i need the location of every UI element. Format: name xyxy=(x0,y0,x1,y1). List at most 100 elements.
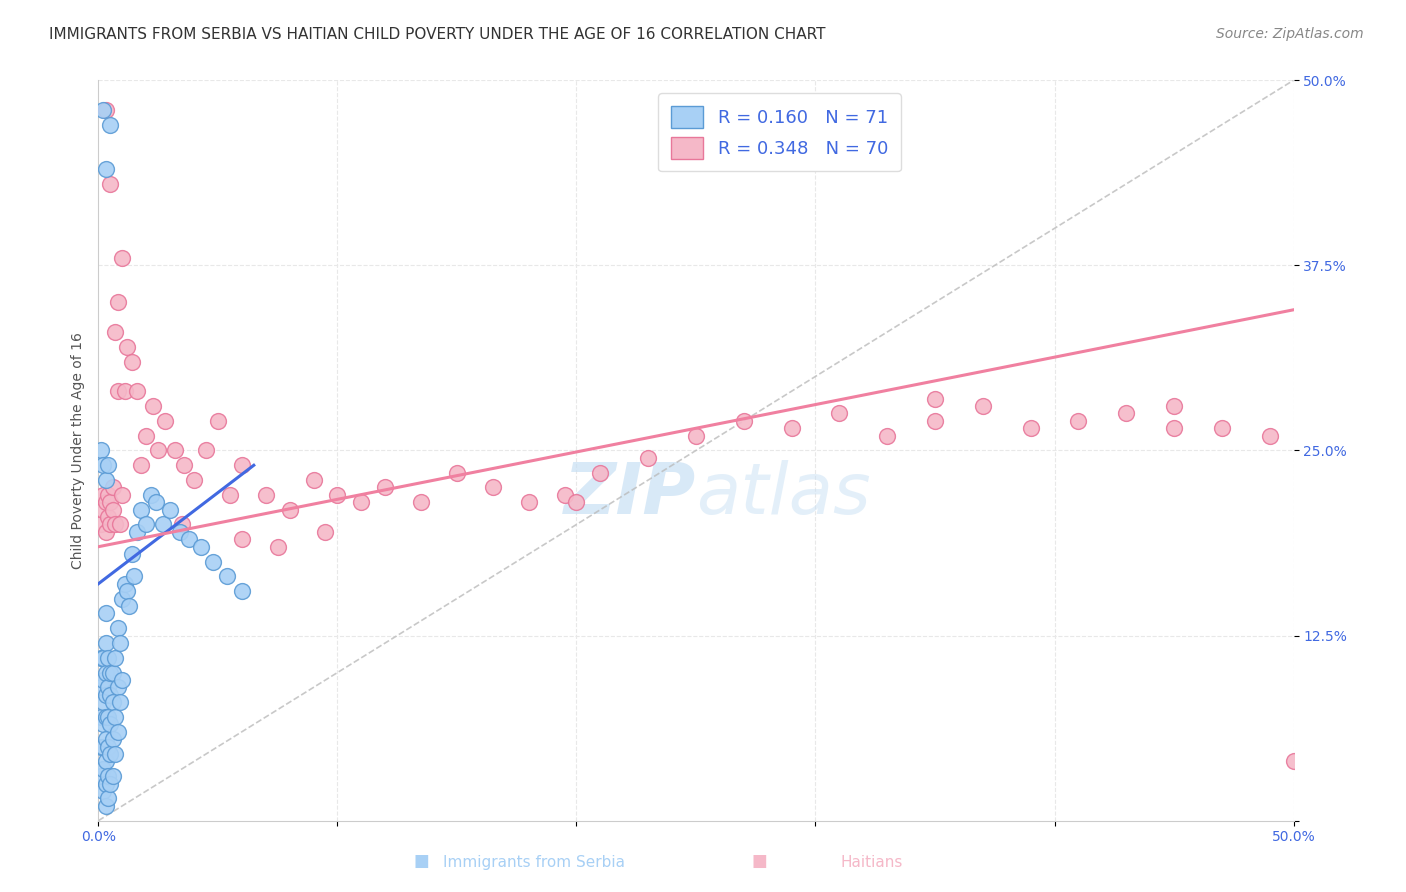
Point xyxy=(107,384,129,399)
Point xyxy=(231,458,253,473)
Point xyxy=(94,524,117,539)
Point xyxy=(1258,428,1281,442)
Point xyxy=(94,495,117,509)
Point xyxy=(94,665,117,680)
Point xyxy=(1211,421,1233,435)
Point xyxy=(91,650,114,665)
Point xyxy=(115,584,138,599)
Point xyxy=(131,502,153,516)
Point xyxy=(159,502,181,516)
Point xyxy=(91,673,114,687)
Point xyxy=(91,695,114,709)
Point xyxy=(924,392,946,406)
Point xyxy=(97,769,120,783)
Point xyxy=(98,665,122,680)
Point xyxy=(98,177,122,191)
Point xyxy=(101,502,124,516)
Point xyxy=(98,717,122,731)
Point xyxy=(1163,399,1185,413)
Point xyxy=(219,488,242,502)
Point xyxy=(107,724,129,739)
Point xyxy=(94,732,117,747)
Point xyxy=(121,354,143,368)
Point xyxy=(94,776,117,791)
Point xyxy=(517,495,540,509)
Point xyxy=(98,688,122,702)
Point xyxy=(91,739,114,754)
Point xyxy=(107,681,129,695)
Point xyxy=(97,710,120,724)
Point xyxy=(98,495,122,509)
Point xyxy=(90,710,112,724)
Point xyxy=(91,458,114,473)
Point xyxy=(91,103,114,117)
Point xyxy=(97,458,120,473)
Point xyxy=(90,769,112,783)
Point xyxy=(190,540,212,554)
Point xyxy=(828,407,851,421)
Y-axis label: Child Poverty Under the Age of 16: Child Poverty Under the Age of 16 xyxy=(70,332,84,569)
Point xyxy=(91,762,114,776)
Point xyxy=(446,466,468,480)
Point xyxy=(111,673,134,687)
Point xyxy=(97,681,120,695)
Point xyxy=(637,450,659,465)
Point xyxy=(121,547,143,561)
Point xyxy=(94,103,117,117)
Point xyxy=(104,747,127,761)
Point xyxy=(183,473,205,487)
Text: Source: ZipAtlas.com: Source: ZipAtlas.com xyxy=(1216,27,1364,41)
Point xyxy=(148,443,170,458)
Point xyxy=(589,466,612,480)
Point xyxy=(94,798,117,813)
Point xyxy=(90,681,112,695)
Point xyxy=(554,488,576,502)
Text: ZIP: ZIP xyxy=(564,460,696,529)
Point xyxy=(91,488,114,502)
Point xyxy=(111,251,134,265)
Point xyxy=(152,517,174,532)
Point xyxy=(876,428,898,442)
Point xyxy=(685,428,707,442)
Point xyxy=(98,118,122,132)
Point xyxy=(254,488,277,502)
Point xyxy=(111,591,134,606)
Point xyxy=(91,502,114,516)
Point xyxy=(350,495,373,509)
Point xyxy=(108,636,131,650)
Text: IMMIGRANTS FROM SERBIA VS HAITIAN CHILD POVERTY UNDER THE AGE OF 16 CORRELATION : IMMIGRANTS FROM SERBIA VS HAITIAN CHILD … xyxy=(49,27,825,42)
Point xyxy=(1163,421,1185,435)
Point xyxy=(565,495,588,509)
Point xyxy=(217,569,239,583)
Point xyxy=(98,517,122,532)
Point xyxy=(780,421,803,435)
Point xyxy=(145,495,167,509)
Point xyxy=(1019,421,1042,435)
Point xyxy=(315,524,337,539)
Point xyxy=(172,517,194,532)
Point xyxy=(108,517,131,532)
Point xyxy=(231,584,253,599)
Point xyxy=(91,717,114,731)
Point xyxy=(481,480,505,494)
Point xyxy=(98,776,122,791)
Point xyxy=(90,517,112,532)
Point xyxy=(104,710,127,724)
Point xyxy=(114,384,136,399)
Point xyxy=(125,524,148,539)
Point xyxy=(94,688,117,702)
Point xyxy=(142,399,165,413)
Point xyxy=(90,443,112,458)
Point xyxy=(97,510,120,524)
Text: ■: ■ xyxy=(751,852,768,870)
Point xyxy=(101,769,124,783)
Point xyxy=(131,458,153,473)
Point xyxy=(97,739,120,754)
Point xyxy=(125,384,148,399)
Point xyxy=(173,458,195,473)
Point xyxy=(94,636,117,650)
Point xyxy=(278,502,301,516)
Point xyxy=(115,340,138,354)
Point xyxy=(101,480,124,494)
Point xyxy=(111,488,134,502)
